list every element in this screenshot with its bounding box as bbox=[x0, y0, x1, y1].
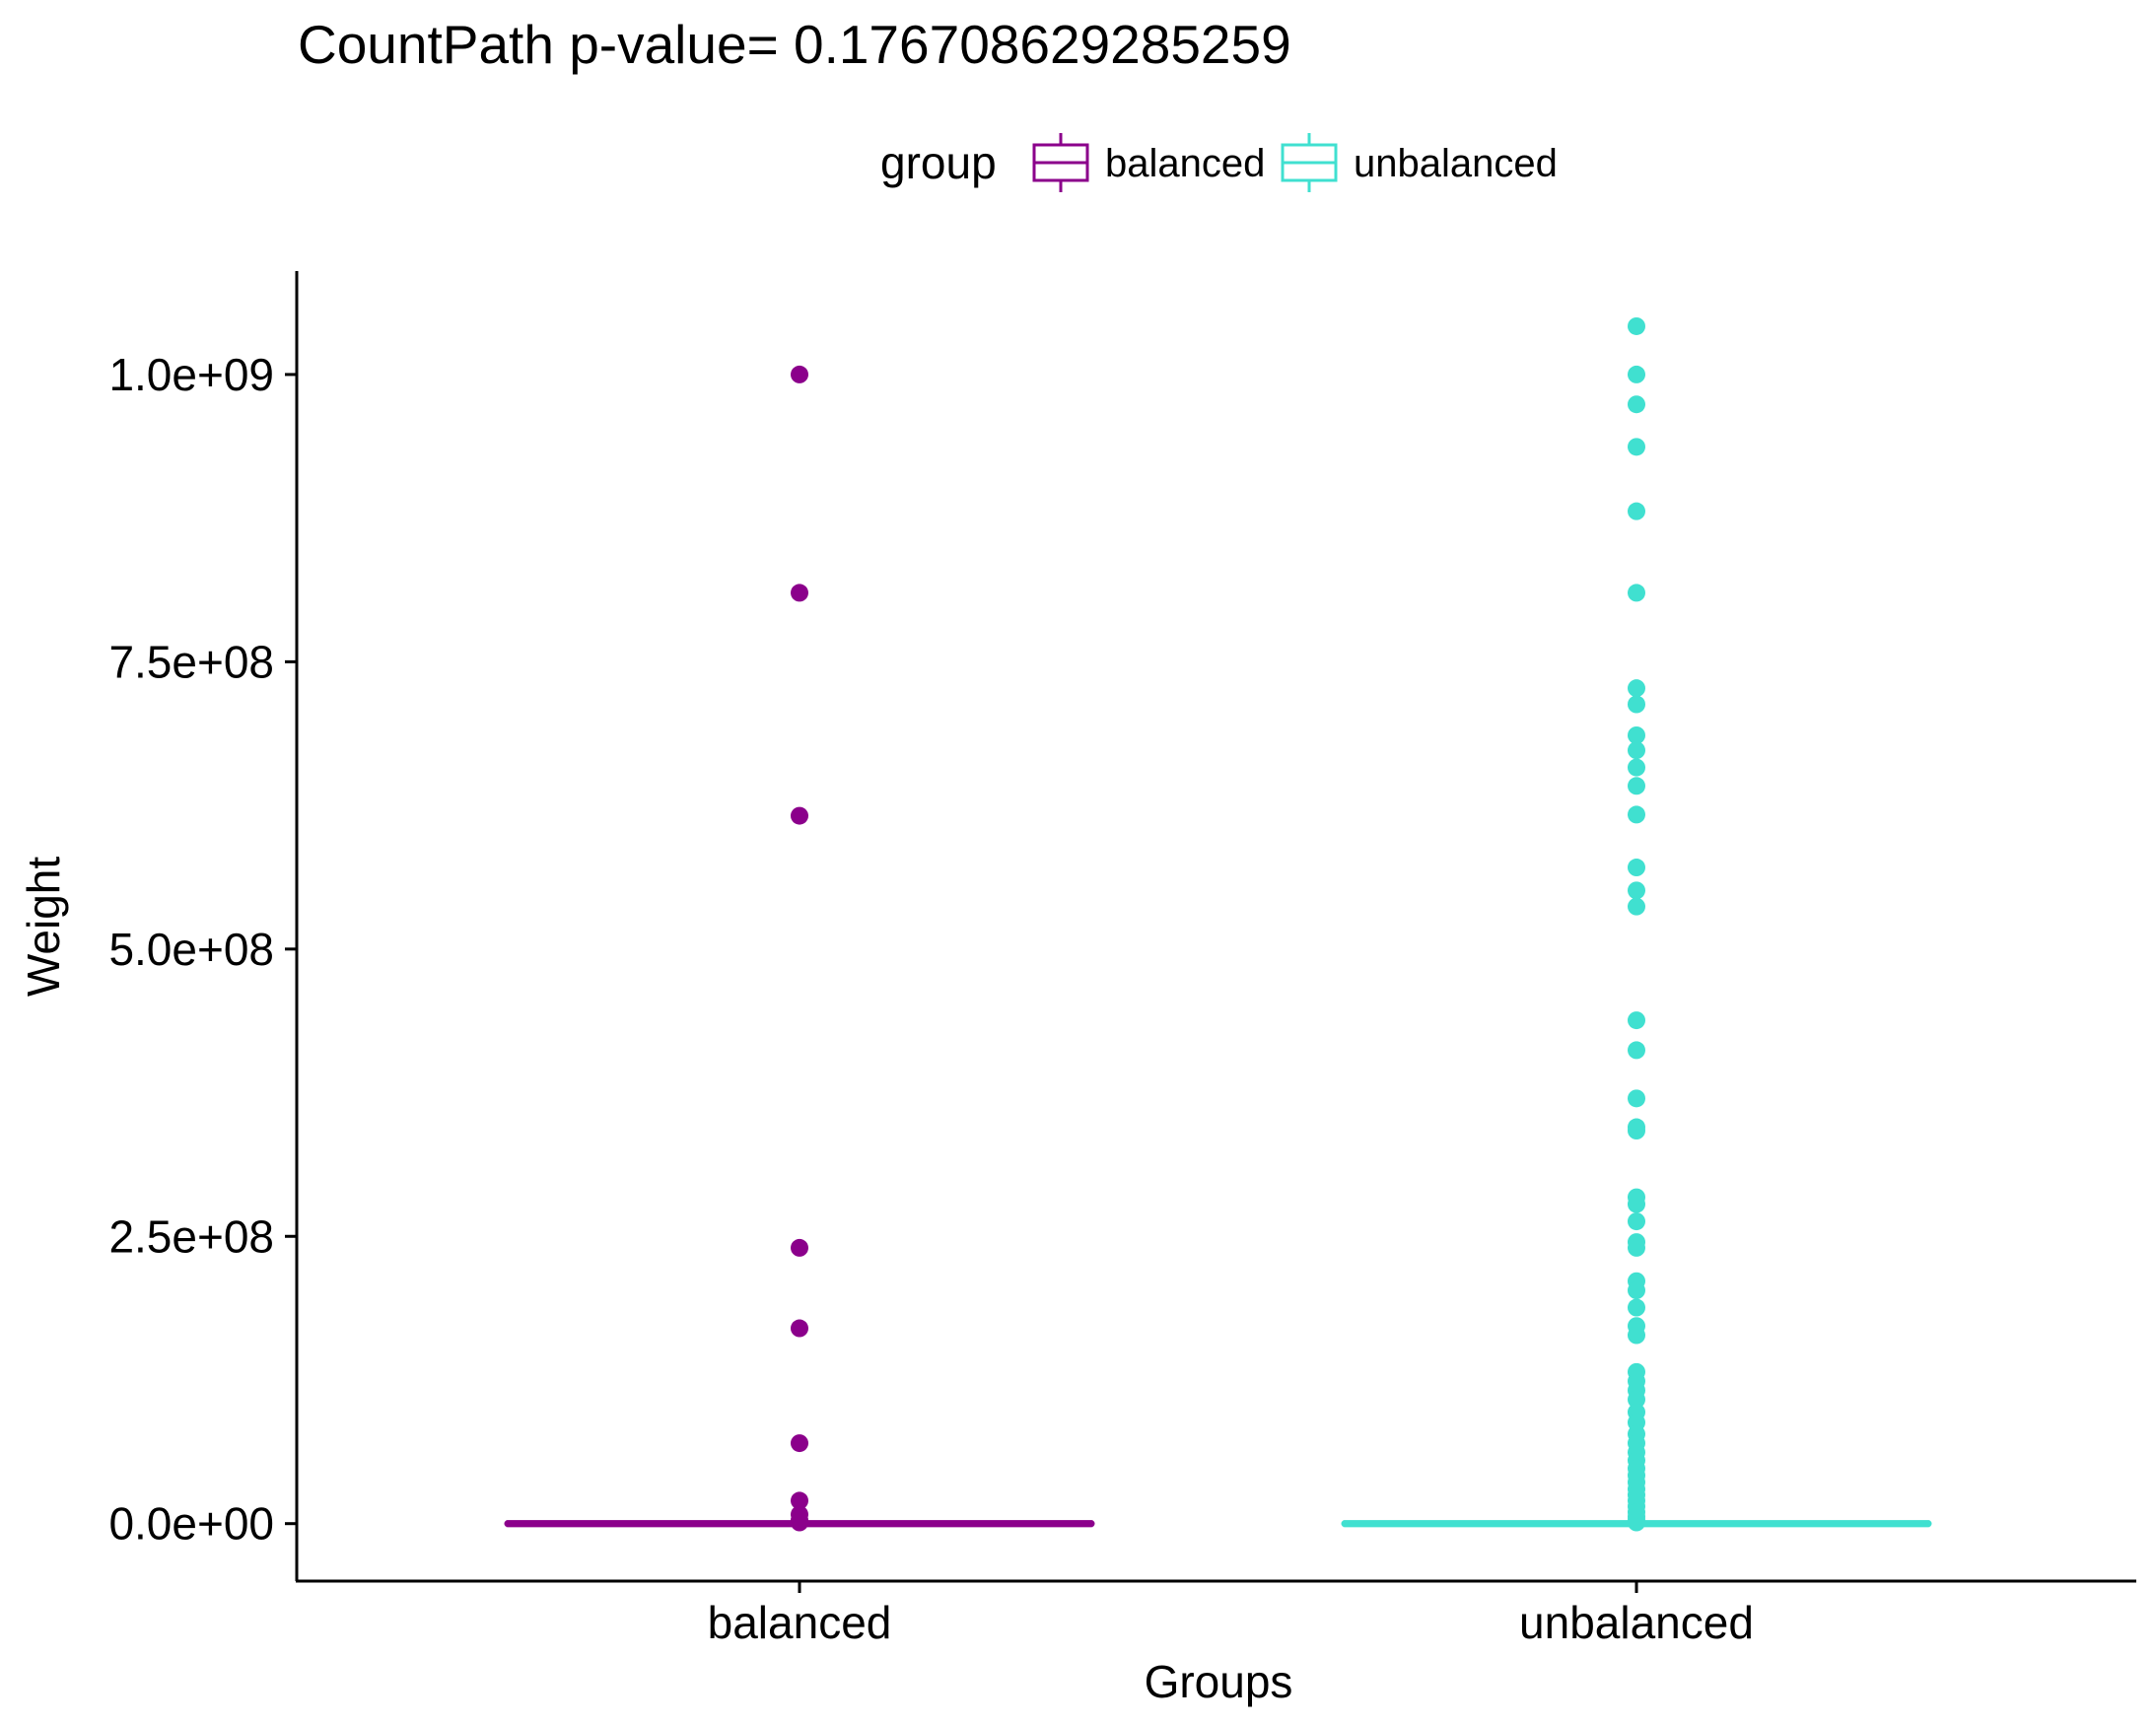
outlier-point bbox=[1628, 777, 1645, 795]
outlier-point bbox=[1628, 395, 1645, 414]
outlier-point bbox=[1628, 1041, 1645, 1060]
plot-area bbox=[504, 316, 1932, 1532]
outlier-point bbox=[1628, 438, 1645, 456]
outliers-balanced bbox=[791, 365, 808, 1532]
outlier-point bbox=[1628, 316, 1645, 335]
outlier-point bbox=[1628, 1195, 1645, 1213]
y-tick-label: 0.0e+00 bbox=[108, 1498, 274, 1550]
y-tick-label: 2.5e+08 bbox=[108, 1210, 274, 1262]
legend-key-unbalanced bbox=[1281, 133, 1338, 192]
outlier-point bbox=[791, 1238, 808, 1257]
y-tick-label: 5.0e+08 bbox=[108, 924, 274, 975]
outlier-point bbox=[1628, 805, 1645, 824]
y-tick-label: 1.0e+09 bbox=[108, 349, 274, 400]
outlier-point bbox=[1628, 1298, 1645, 1317]
outlier-point bbox=[791, 584, 808, 602]
x-tick-label-unbalanced: unbalanced bbox=[1519, 1597, 1754, 1648]
outlier-point bbox=[791, 1434, 808, 1453]
outlier-point bbox=[791, 806, 808, 825]
outlier-point bbox=[1628, 1513, 1645, 1532]
outlier-point bbox=[791, 1319, 808, 1338]
legend-label-unbalanced: unbalanced bbox=[1354, 142, 1558, 185]
outliers-unbalanced bbox=[1628, 316, 1645, 1532]
outlier-point bbox=[1628, 881, 1645, 900]
outlier-point bbox=[1628, 1122, 1645, 1140]
x-axis-ticks: balanced unbalanced bbox=[708, 1581, 1754, 1648]
outlier-point bbox=[1628, 725, 1645, 744]
outlier-point bbox=[1628, 365, 1645, 383]
legend: group balanced unbalanced bbox=[880, 133, 1558, 192]
y-axis-ticks: 0.0e+00 2.5e+08 5.0e+08 7.5e+08 1.0e+09 bbox=[108, 349, 297, 1550]
outlier-point bbox=[1628, 695, 1645, 714]
outlier-point bbox=[1628, 502, 1645, 520]
legend-label-balanced: balanced bbox=[1105, 142, 1265, 185]
outlier-point bbox=[1628, 741, 1645, 760]
outlier-point bbox=[791, 1491, 808, 1510]
chart-title: CountPath p-value= 0.176708629285259 bbox=[298, 14, 1291, 75]
outlier-point bbox=[791, 365, 808, 383]
outlier-point bbox=[1628, 758, 1645, 777]
outlier-point bbox=[1628, 859, 1645, 877]
outlier-point bbox=[1628, 1238, 1645, 1257]
y-tick-label: 7.5e+08 bbox=[108, 636, 274, 687]
legend-key-balanced bbox=[1032, 133, 1089, 192]
outlier-point bbox=[1628, 1212, 1645, 1231]
outlier-point bbox=[1628, 1390, 1645, 1409]
outlier-point bbox=[1628, 1326, 1645, 1345]
y-axis-title: Weight bbox=[18, 857, 69, 998]
outlier-point bbox=[1628, 679, 1645, 698]
legend-title: group bbox=[880, 137, 997, 188]
x-axis-title: Groups bbox=[1145, 1656, 1293, 1707]
outlier-point bbox=[1628, 1011, 1645, 1030]
outlier-point bbox=[1628, 1281, 1645, 1300]
outlier-point bbox=[1628, 897, 1645, 916]
x-tick-label-balanced: balanced bbox=[708, 1597, 892, 1648]
outlier-point bbox=[1628, 584, 1645, 602]
outlier-point bbox=[1628, 1089, 1645, 1108]
outlier-point bbox=[791, 1513, 808, 1532]
